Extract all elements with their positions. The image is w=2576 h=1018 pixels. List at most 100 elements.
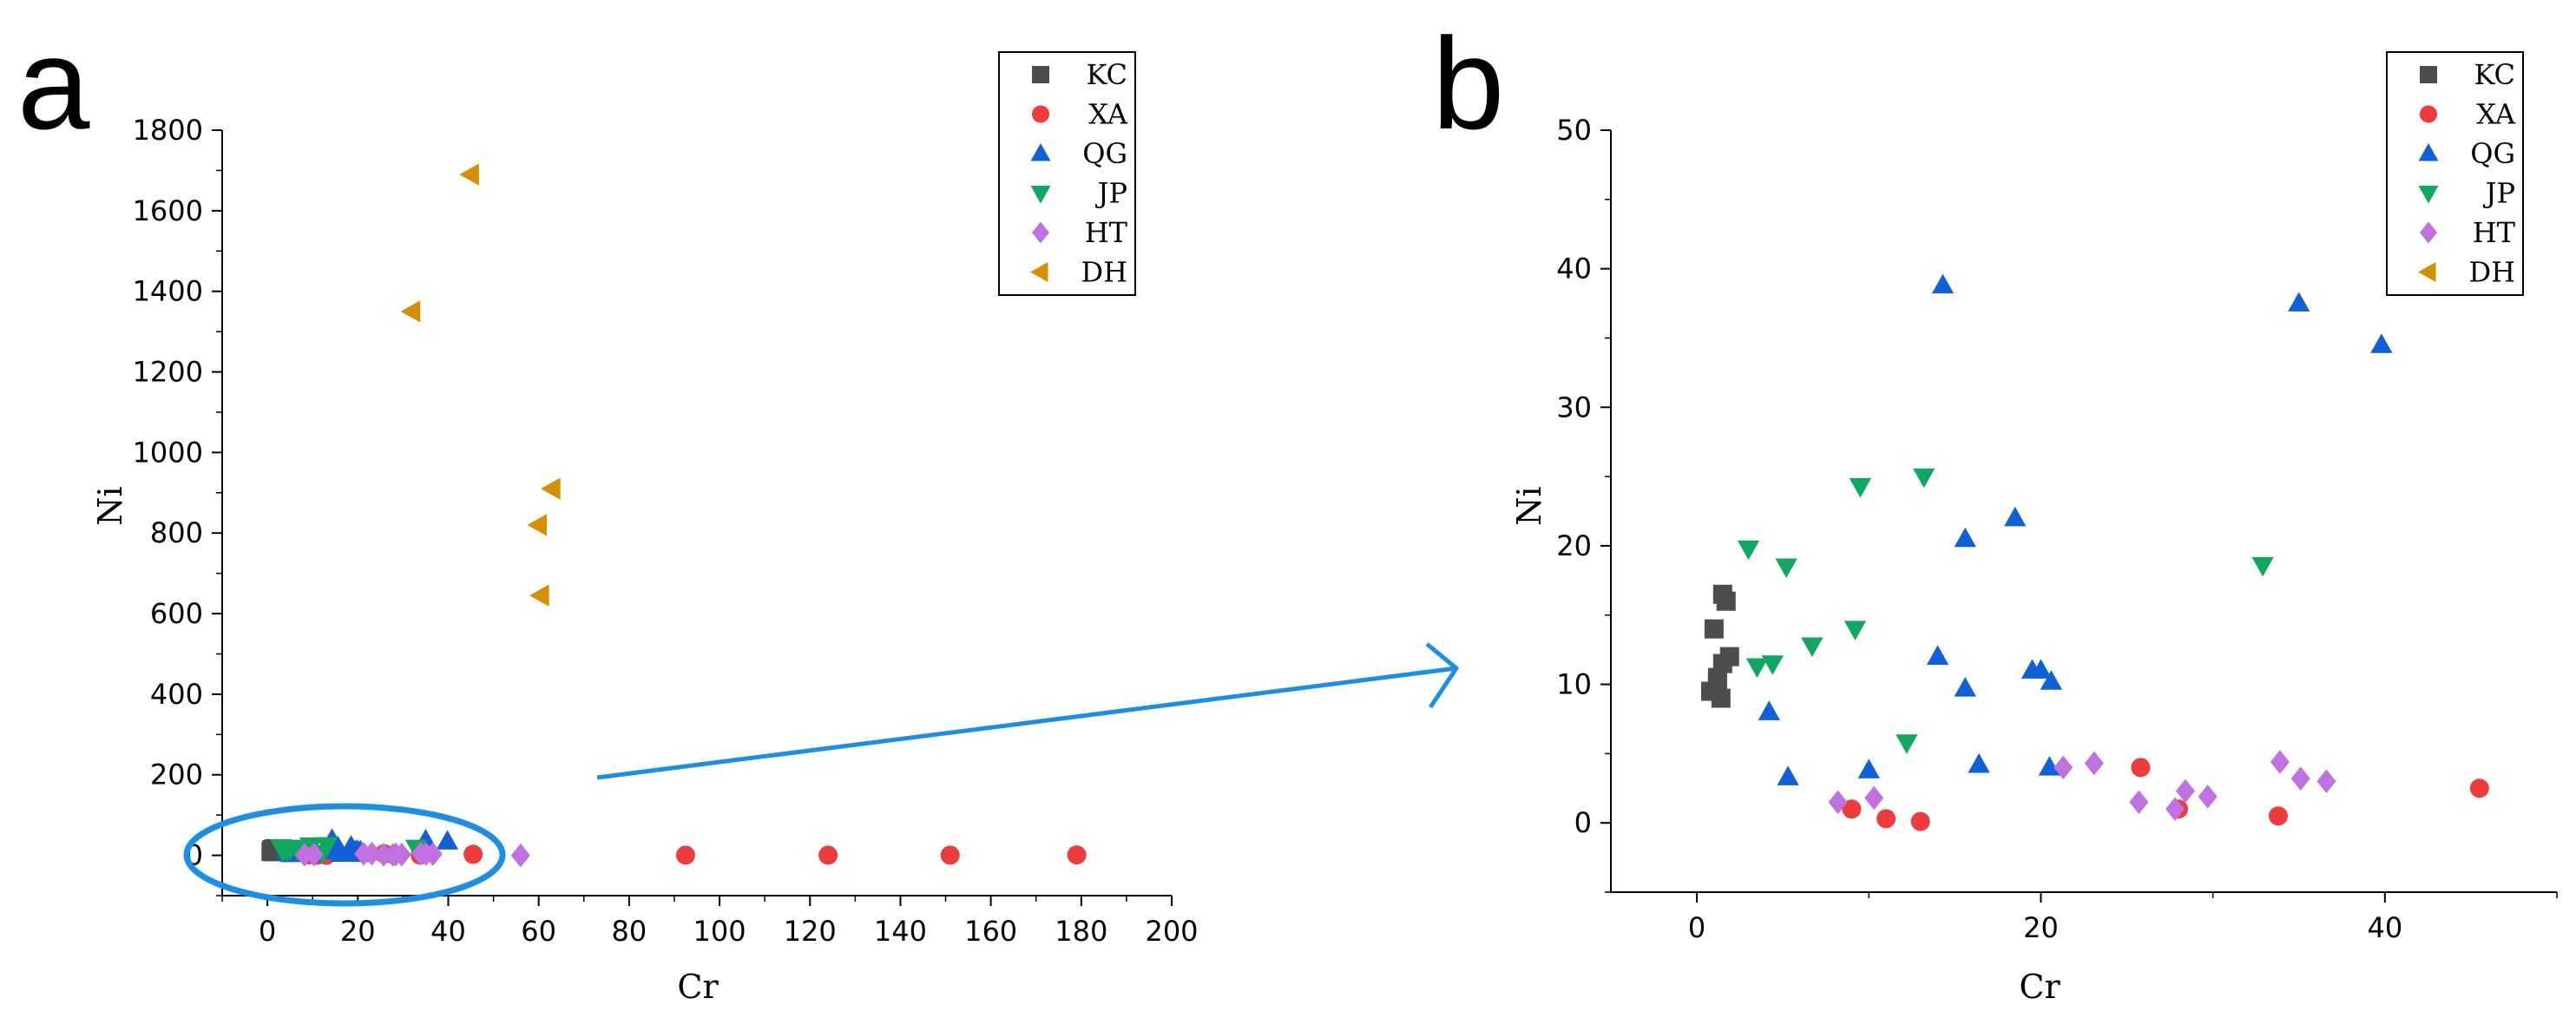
legend-label-dh: DH (2468, 256, 2515, 289)
data-point-qg (2370, 333, 2393, 353)
legend-label-dh: DH (1081, 256, 1127, 289)
legend-marker-dh (2418, 262, 2436, 282)
panel-b-y-axis-title: Ni (1510, 486, 1548, 525)
x-tick-label: 20 (340, 915, 376, 948)
legend-label-xa: XA (1088, 98, 1128, 131)
data-point-dh (527, 514, 548, 536)
data-point-ht (510, 843, 530, 868)
data-point-jp (272, 842, 294, 863)
legend-marker-jp (2418, 186, 2439, 204)
series-kc (1700, 584, 1739, 708)
data-point-qg (1857, 759, 1880, 778)
panel-b-label: b (1432, 10, 1504, 156)
series-ht (1828, 750, 2336, 821)
x-tick-label: 200 (1145, 915, 1198, 948)
data-point-kc (1707, 667, 1727, 687)
data-point-ht (2165, 797, 2185, 821)
x-tick-label: 40 (430, 915, 466, 948)
data-point-qg (1931, 273, 1955, 294)
panel-b: b 0 20 40 0 10 20 30 40 50 Cr Ni KC XA QG JP HT DH (1432, 10, 2558, 1006)
x-tick-label: 140 (874, 915, 927, 948)
legend-marker-qg (1030, 143, 1051, 161)
data-point-xa (2469, 778, 2489, 798)
y-tick-label: 1600 (133, 194, 203, 227)
x-tick-label: 0 (259, 915, 276, 948)
legend-marker-kc (1032, 66, 1049, 83)
y-tick-label: 1400 (133, 275, 203, 308)
legend-marker-xa (2420, 105, 2437, 123)
panel-a-ticks: 0 20 40 60 80 100 120 140 160 180 2000200400600800… (133, 114, 1199, 948)
x-tick-label: 120 (784, 915, 837, 948)
legend-label-qg: QG (1082, 137, 1127, 170)
panel-b-x-axis-title: Cr (2019, 968, 2060, 1006)
legend-label-xa: XA (2476, 98, 2516, 131)
panel-b-legend: KC XA QG JP HT DH (2386, 51, 2524, 296)
legend-label-ht: HT (2473, 216, 2516, 249)
y-tick-label: 400 (150, 678, 203, 711)
highlight-ellipse (183, 803, 506, 907)
data-point-jp (1896, 734, 1918, 754)
data-point-jp (1775, 558, 1797, 579)
y-tick-label: 1800 (133, 114, 203, 147)
x-tick-label: 160 (964, 915, 1017, 948)
data-point-kc (1716, 591, 1736, 611)
x-tick-label: 80 (611, 915, 647, 948)
y-tick-label: 20 (1556, 529, 1592, 562)
panel-a-legend: KC XA QG JP HT DH (998, 51, 1136, 296)
data-point-dh (541, 477, 561, 500)
legend-box (2386, 51, 2524, 296)
data-point-qg (1926, 645, 1949, 665)
data-point-xa (2131, 758, 2151, 778)
series-xa (1842, 758, 2489, 831)
legend-label-kc: KC (2474, 58, 2515, 91)
y-tick-label: 800 (150, 516, 203, 549)
panel-a-x-axis-title: Cr (677, 968, 719, 1006)
panel-a-label: a (17, 10, 90, 156)
data-point-xa (818, 845, 838, 865)
data-point-xa (2268, 806, 2288, 826)
x-tick-label: 0 (1688, 911, 1705, 944)
x-tick-label: 60 (521, 915, 556, 948)
data-point-jp (1843, 621, 1867, 640)
data-point-qg (2040, 670, 2062, 690)
y-tick-label: 10 (1556, 668, 1592, 701)
data-point-dh (529, 584, 549, 607)
data-point-qg (2029, 659, 2053, 679)
y-tick-label: 30 (1556, 391, 1592, 424)
panel-b-points (1700, 273, 2489, 831)
data-point-jp (2251, 556, 2274, 577)
legend-marker-dh (1030, 262, 1048, 282)
panel-b-axes (1610, 130, 2557, 893)
legend-marker-ht (1032, 221, 1049, 244)
legend-marker-qg (2418, 143, 2439, 161)
data-point-qg (1968, 752, 1990, 773)
legend-label-kc: KC (1086, 58, 1127, 91)
legend-marker-ht (2420, 221, 2437, 244)
data-point-ht (1864, 785, 1884, 811)
data-point-ht (2129, 790, 2149, 814)
data-point-jp (1761, 655, 1784, 675)
series-dh (400, 163, 561, 607)
y-tick-label: 40 (1556, 253, 1592, 286)
data-point-xa (940, 845, 960, 865)
series-jp (1737, 468, 2274, 754)
data-point-qg (436, 830, 459, 850)
y-tick-label: 50 (1556, 114, 1592, 147)
data-point-ht (2290, 766, 2310, 791)
legend-label-qg: QG (2470, 137, 2515, 170)
data-point-qg (1954, 677, 1976, 697)
panel-a-axes (221, 130, 1172, 896)
data-point-jp (1745, 658, 1769, 678)
data-point-qg (330, 842, 353, 862)
data-point-dh (400, 300, 421, 323)
data-point-ht (2054, 755, 2073, 780)
data-point-ht (2084, 751, 2104, 776)
data-point-ht (1828, 790, 1848, 814)
data-point-jp (1801, 637, 1824, 658)
x-tick-label: 180 (1055, 915, 1107, 948)
data-point-ht (423, 842, 443, 866)
data-point-qg (1777, 765, 1799, 785)
data-point-xa (1067, 845, 1087, 865)
data-point-kc (1711, 688, 1731, 708)
